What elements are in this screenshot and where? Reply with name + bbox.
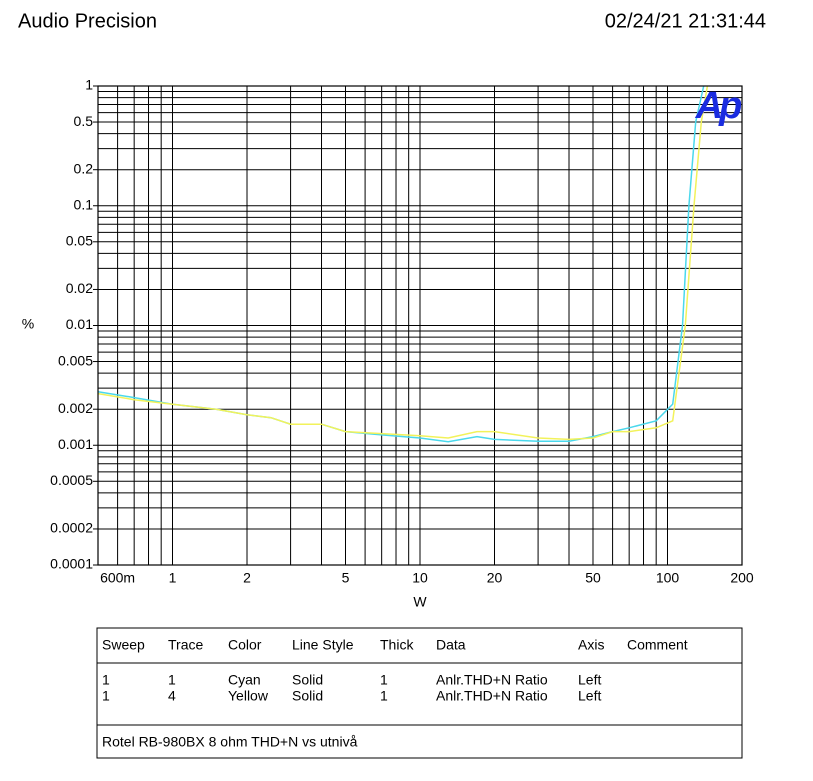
table-cell: 1 xyxy=(168,672,176,688)
table-header: Data xyxy=(436,637,466,653)
x-tick-label: 10 xyxy=(412,570,428,586)
table-cell: Yellow xyxy=(228,688,269,704)
curves xyxy=(98,86,709,443)
y-tick-label: 0.05 xyxy=(66,233,93,249)
table-header: Line Style xyxy=(292,637,354,653)
table-cell: 4 xyxy=(168,688,176,704)
legend-table: Rotel RB-980BX 8 ohm THD+N vs utnivå Swe… xyxy=(96,627,743,759)
table-cell: Solid xyxy=(292,672,323,688)
table-comment: Rotel RB-980BX 8 ohm THD+N vs utnivå xyxy=(102,734,358,750)
table-cell: 1 xyxy=(102,688,110,704)
table-cell: Solid xyxy=(292,688,323,704)
x-tick-label: 1 xyxy=(169,570,177,586)
table-cell: 1 xyxy=(380,672,388,688)
logo: Ap xyxy=(695,85,741,127)
x-axis-label: W xyxy=(413,594,427,610)
y-tick-label: 0.002 xyxy=(58,400,93,416)
table-header: Axis xyxy=(578,637,604,653)
y-tick-label: 0.0005 xyxy=(50,472,93,488)
y-tick-label: 0.2 xyxy=(74,160,94,176)
y-tick-label: 0.005 xyxy=(58,352,93,368)
plot-frame xyxy=(97,85,743,566)
x-tick-label: 5 xyxy=(342,570,350,586)
header-left: Audio Precision xyxy=(18,10,157,32)
x-tick-label: 50 xyxy=(585,570,601,586)
header-right: 02/24/21 21:31:44 xyxy=(605,10,766,32)
table-header: Thick xyxy=(380,637,414,653)
table-cell: 1 xyxy=(102,672,110,688)
y-tick-label: 0.0001 xyxy=(50,556,93,572)
x-tick-label: 600m xyxy=(100,570,135,586)
x-tick-label: 2 xyxy=(243,570,251,586)
table-cell: Cyan xyxy=(228,672,261,688)
y-tick-label: 0.001 xyxy=(58,436,93,452)
table-header: Comment xyxy=(627,637,688,653)
table-cell: Anlr.THD+N Ratio xyxy=(436,688,548,704)
y-tick-label: 0.0002 xyxy=(50,520,93,536)
grid xyxy=(93,85,743,566)
y-tick-label: 0.1 xyxy=(74,196,94,212)
table-cell: Left xyxy=(578,688,601,704)
series-line xyxy=(98,86,709,441)
table-cell: 1 xyxy=(380,688,388,704)
table-cell: Anlr.THD+N Ratio xyxy=(436,672,548,688)
x-tick-label: 200 xyxy=(730,570,754,586)
y-axis-label: % xyxy=(22,316,34,332)
table-header: Sweep xyxy=(102,637,145,653)
y-tick-label: 0.01 xyxy=(66,316,93,332)
y-tick-label: 1 xyxy=(85,77,93,93)
y-tick-label: 0.02 xyxy=(66,280,93,296)
table-cell: Left xyxy=(578,672,601,688)
table-frame xyxy=(96,627,743,759)
y-tick-label: 0.5 xyxy=(74,113,94,129)
x-tick-label: 20 xyxy=(487,570,503,586)
x-tick-label: 100 xyxy=(656,570,680,586)
table-header: Color xyxy=(228,637,262,653)
table-header: Trace xyxy=(168,637,203,653)
